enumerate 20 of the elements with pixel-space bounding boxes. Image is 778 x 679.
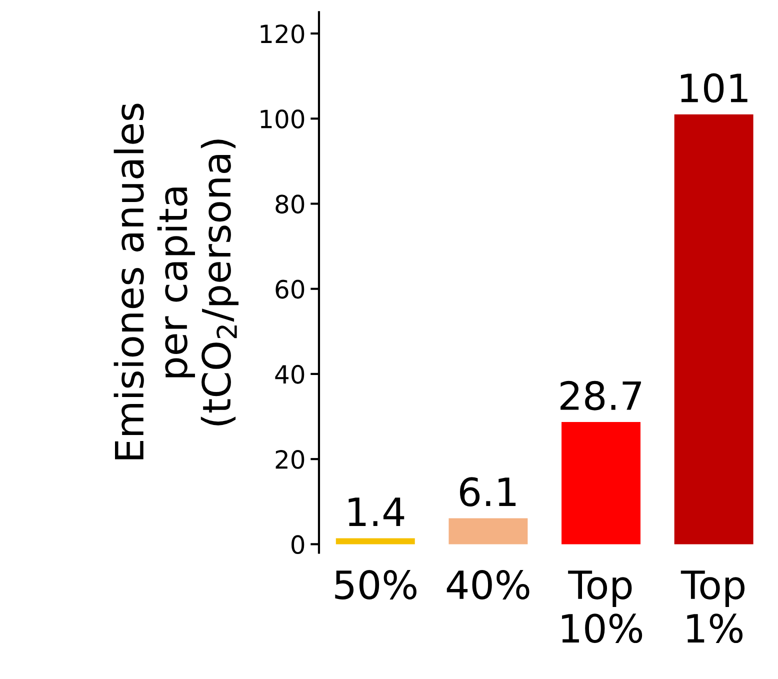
x-tick-label: 40%: [446, 570, 530, 600]
y-tick-label: 40: [275, 364, 304, 384]
bar: [336, 538, 415, 544]
y-axis-title: Emisiones anuales per capita (tCO$_{2}$/persona): [114, 104, 238, 460]
data-label: 6.1: [460, 477, 516, 507]
x-tick-label: Top 10%: [562, 570, 642, 644]
x-tick-label: 50%: [335, 570, 416, 600]
data-label: 28.7: [560, 380, 641, 410]
y-tick-label: 20: [276, 450, 304, 469]
y-tick-label: 100: [260, 110, 304, 128]
data-label: 101: [680, 73, 748, 103]
bar: [448, 518, 528, 544]
y-tick-label: 60: [276, 280, 304, 299]
y-tick-label: 80: [276, 194, 304, 214]
bar: [562, 422, 640, 544]
y-tick-label: 120: [260, 24, 304, 44]
data-label: 1.4: [348, 498, 404, 526]
y-tick-label: 0: [292, 535, 304, 554]
bar: [674, 114, 754, 544]
x-tick-label: Top 1%: [680, 570, 744, 644]
